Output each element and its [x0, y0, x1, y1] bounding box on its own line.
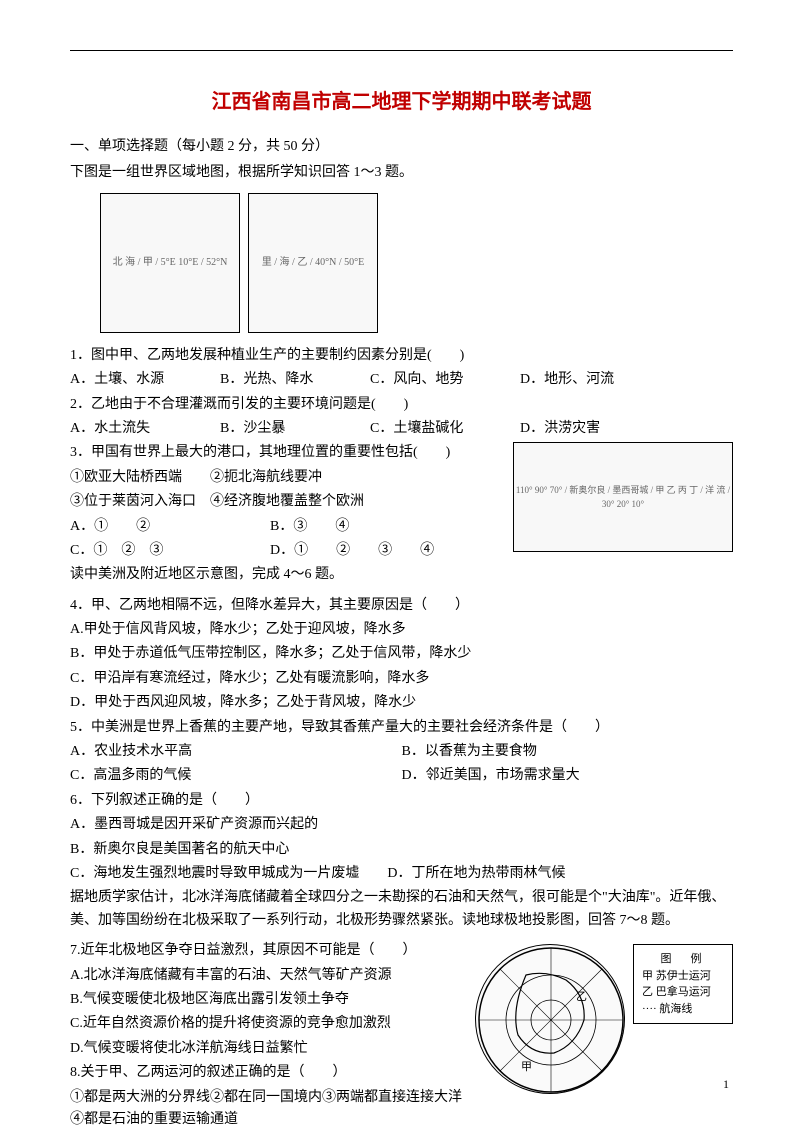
q1-opt-a: A．土壤、水源 [70, 369, 220, 391]
q5-opt-a: A．农业技术水平高 [70, 741, 402, 763]
q4-opt-c: C．甲沿岸有寒流经过，降水少；乙处有暖流影响，降水多 [70, 668, 733, 690]
q2-stem: 2．乙地由于不合理灌溉而引发的主要环境问题是( ) [70, 394, 733, 416]
q6-opt-b: B．新奥尔良是美国著名的航天中心 [70, 839, 733, 861]
map-northsea: 北 海 / 甲 / 5°E 10°E / 52°N [100, 193, 240, 333]
q2-options: A．水土流失 B．沙尘暴 C．土壤盐碱化 D．洪涝灾害 [70, 418, 733, 440]
section-1-header: 一、单项选择题（每小题 2 分，共 50 分） [70, 136, 733, 158]
instruction-q1-3: 下图是一组世界区域地图，根据所学知识回答 1～3 题。 [70, 162, 733, 184]
q4-opt-d: D．甲处于西风迎风坡，降水多；乙处于背风坡，降水少 [70, 692, 733, 714]
q4-opt-a: A.甲处于信风背风坡，降水少；乙处于迎风坡，降水多 [70, 619, 733, 641]
q3-opt-b: B．③ ④ [270, 516, 420, 538]
map-caspian: 里 / 海 / 乙 / 40°N / 50°E [248, 193, 378, 333]
q2-opt-d: D．洪涝灾害 [520, 418, 670, 440]
q3-options-row1: A．① ② B．③ ④ [70, 516, 503, 538]
q1-opt-d: D．地形、河流 [520, 369, 670, 391]
q2-opt-c: C．土壤盐碱化 [370, 418, 520, 440]
page-number: 1 [723, 1075, 729, 1094]
map-central-america: 110° 90° 70° / 新奥尔良 / 墨西哥城 / 甲 乙 丙 丁 / 洋… [513, 442, 733, 552]
q3-opt-c: C．① ② ③ [70, 540, 270, 562]
instruction-q4-6: 读中美洲及附近地区示意图，完成 4～6 题。 [70, 564, 733, 586]
map1-labels: 北 海 / 甲 / 5°E 10°E / 52°N [113, 255, 228, 271]
map2-labels: 里 / 海 / 乙 / 40°N / 50°E [262, 255, 364, 271]
q1-opt-c: C．风向、地势 [370, 369, 520, 391]
q5-opt-b: B．以香蕉为主要食物 [402, 741, 734, 763]
legend-box: 图 例 甲 苏伊士运河 乙 巴拿马运河 ···· 航海线 [633, 944, 733, 1024]
q6-opt-a: A．墨西哥城是因开采矿产资源而兴起的 [70, 814, 733, 836]
q6-opt-cd: C．海地发生强烈地震时导致甲城成为一片废墟 D．丁所在地为热带雨林气候 [70, 863, 733, 885]
q1-stem: 1．图中甲、乙两地发展种植业生产的主要制约因素分别是( ) [70, 345, 733, 367]
globe-icon: 甲 乙 [476, 945, 626, 1095]
svg-text:甲: 甲 [521, 1061, 532, 1073]
q3-options-row2: C．① ② ③ D．① ② ③ ④ [70, 540, 503, 562]
q1-opt-b: B．光热、降水 [220, 369, 370, 391]
legend-title: 图 例 [642, 951, 724, 968]
q3-opt-a: A．① ② [70, 516, 270, 538]
q3-opt-d: D．① ② ③ ④ [270, 540, 452, 562]
q5-stem: 5．中美洲是世界上香蕉的主要产地，导致其香蕉产量大的主要社会经济条件是（ ） [70, 717, 733, 739]
q4-opt-b: B．甲处于赤道低气压带控制区，降水多；乙处于信风带，降水少 [70, 643, 733, 665]
figure-row-1: 北 海 / 甲 / 5°E 10°E / 52°N 里 / 海 / 乙 / 40… [100, 193, 733, 333]
polar-map: 甲 乙 [475, 944, 625, 1094]
q4-stem: 4．甲、乙两地相隔不远，但降水差异大，其主要原因是（ ） [70, 595, 733, 617]
legend-line3: ···· 航海线 [642, 1001, 724, 1018]
page-title: 江西省南昌市高二地理下学期期中联考试题 [70, 86, 733, 118]
q1-options: A．土壤、水源 B．光热、降水 C．风向、地势 D．地形、河流 [70, 369, 733, 391]
q6-stem: 6．下列叙述正确的是（ ） [70, 790, 733, 812]
header-rule [70, 50, 733, 51]
instruction-q7-8: 据地质学家估计，北冰洋海底储藏着全球四分之一未勘探的石油和天然气，很可能是个"大… [70, 887, 733, 932]
q2-opt-a: A．水土流失 [70, 418, 220, 440]
q5-opt-c: C．高温多雨的气候 [70, 765, 402, 787]
q2-opt-b: B．沙尘暴 [220, 418, 370, 440]
legend-line1: 甲 苏伊士运河 [642, 968, 724, 985]
q5-options-row2: C．高温多雨的气候 D．邻近美国，市场需求量大 [70, 765, 733, 787]
legend-line2: 乙 巴拿马运河 [642, 984, 724, 1001]
q5-options-row1: A．农业技术水平高 B．以香蕉为主要食物 [70, 741, 733, 763]
svg-text:乙: 乙 [576, 990, 587, 1003]
map3-labels: 110° 90° 70° / 新奥尔良 / 墨西哥城 / 甲 乙 丙 丁 / 洋… [514, 483, 732, 512]
q5-opt-d: D．邻近美国，市场需求量大 [402, 765, 734, 787]
polar-figure-wrap: 甲 乙 图 例 甲 苏伊士运河 乙 巴拿马运河 ···· 航海线 [475, 944, 733, 1094]
